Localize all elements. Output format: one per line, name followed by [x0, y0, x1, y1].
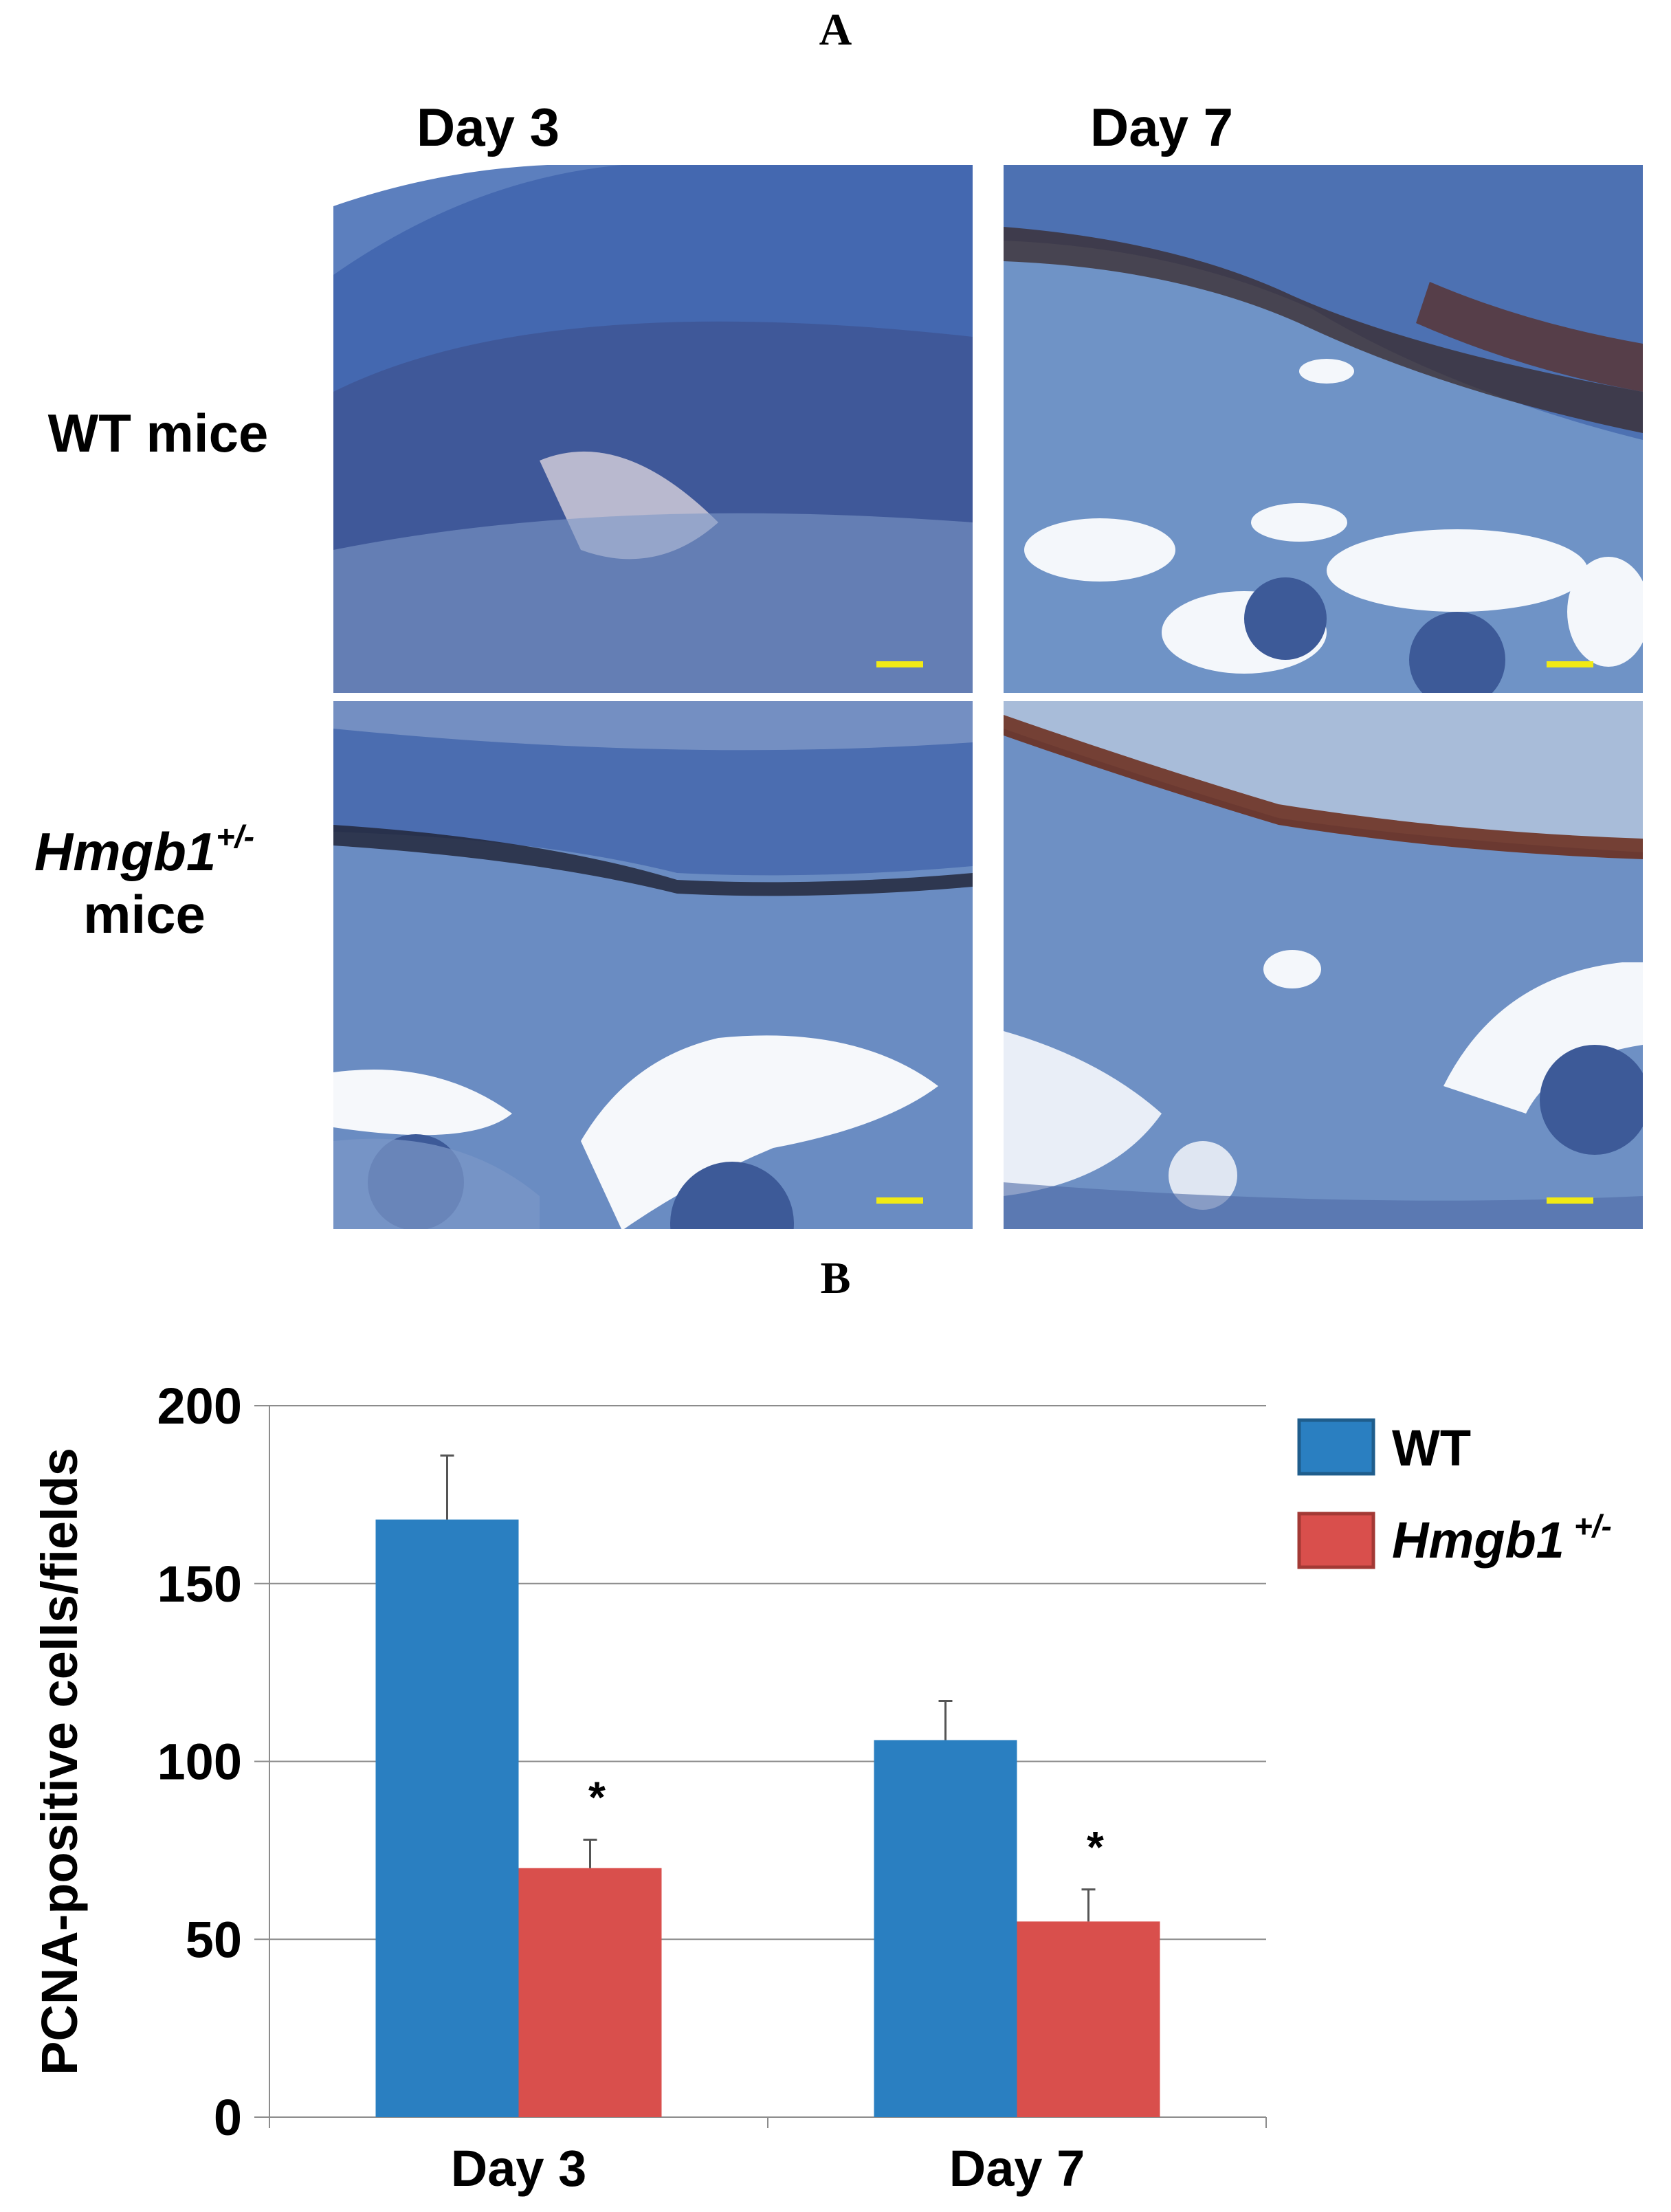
scale-bar: [1547, 661, 1593, 667]
row-label-wt-mice: WT mice: [14, 402, 302, 465]
micrograph-hmgb1-day-3-image: [333, 701, 973, 1229]
x-tick-label: Day 3: [451, 2140, 586, 2197]
x-tick-label: Day 7: [949, 2140, 1085, 2197]
panel-b-letter: B: [820, 1253, 851, 1303]
column-header-day-7: Day 7: [1089, 97, 1234, 157]
labels: PCNA-positive cells/fields 0 50 100 150 200 *…: [31, 1378, 1104, 2197]
row-label-hmgb1-superscript: +/-: [216, 819, 255, 854]
bars: [375, 1454, 1160, 2117]
y-tick-label: 150: [157, 1556, 242, 1613]
legend-label-hmgb1: Hmgb1 +/-: [1392, 1508, 1612, 1569]
y-tick-label: 100: [157, 1734, 242, 1791]
y-tick-label: 50: [186, 1911, 242, 1968]
row-label-hmgb1-mice-text: mice: [83, 883, 206, 944]
row-label-hmgb1-mice: Hmgb1+/- mice: [0, 818, 289, 946]
scale-bar: [876, 1197, 923, 1204]
micrograph-wt-day-7-image: [1004, 165, 1643, 693]
scale-bar: [876, 661, 923, 667]
significance-marker: *: [588, 1772, 606, 1822]
legend: WT Hmgb1 +/-: [1297, 1418, 1612, 1569]
y-axis-label: PCNA-positive cells/fields: [31, 1448, 88, 2075]
micrograph-wt-day-3-image: [333, 165, 973, 693]
micrograph-wt-day-7: [1004, 165, 1643, 693]
column-header-day-3: Day 3: [416, 97, 560, 157]
bar: [1017, 1921, 1160, 2117]
legend-label-wt: WT: [1392, 1419, 1471, 1476]
micrograph-hmgb1-day-7: [1004, 701, 1643, 1229]
panel-a-letter: A: [819, 5, 852, 55]
legend-swatch-hmgb1: [1297, 1512, 1375, 1569]
legend-label-hmgb1-italic: Hmgb1: [1392, 1512, 1564, 1569]
bar: [518, 1868, 662, 2117]
scale-bar: [1547, 1197, 1593, 1204]
bar: [375, 1519, 519, 2117]
row-label-hmgb1-italic: Hmgb1: [34, 821, 217, 882]
significance-marker: *: [1087, 1822, 1104, 1872]
micrograph-hmgb1-day-3: [333, 701, 973, 1229]
bar: [874, 1740, 1017, 2117]
y-tick-label: 0: [214, 2089, 242, 2146]
bar-chart: PCNA-positive cells/fields 0 50 100 150 200 *…: [31, 1378, 1612, 2197]
micrograph-wt-day-3: [333, 165, 973, 693]
legend-label-hmgb1-superscript: +/-: [1574, 1508, 1612, 1544]
legend-swatch-wt: [1297, 1418, 1375, 1476]
micrograph-hmgb1-day-7-image: [1004, 701, 1643, 1229]
y-tick-label: 200: [157, 1378, 242, 1435]
row-label-wt-text: WT mice: [47, 403, 269, 463]
